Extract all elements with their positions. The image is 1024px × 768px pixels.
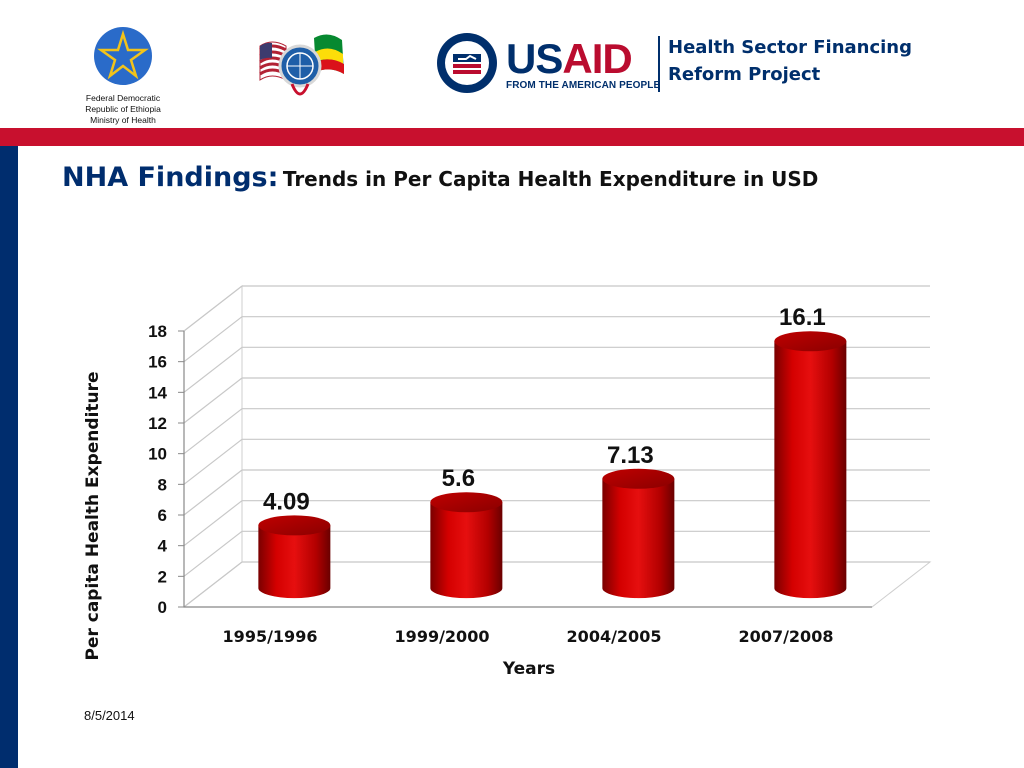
bar-body bbox=[430, 502, 503, 599]
bar-body bbox=[774, 341, 847, 599]
bar bbox=[602, 468, 675, 599]
y-tick-label: 6 bbox=[158, 506, 167, 525]
y-tick-label: 10 bbox=[148, 445, 167, 464]
gridline-depth bbox=[183, 408, 243, 455]
project-name: Health Sector Financing Reform Project bbox=[668, 34, 948, 88]
moh-line-1: Federal Democratic bbox=[85, 93, 161, 103]
y-tick-label: 16 bbox=[148, 353, 167, 372]
moh-line-3: Ministry of Health bbox=[90, 115, 156, 125]
gridline-depth bbox=[183, 438, 243, 485]
bar-top bbox=[258, 515, 331, 536]
gridline-depth bbox=[183, 285, 243, 332]
ethiopia-emblem-icon bbox=[94, 27, 152, 85]
flags-logo bbox=[259, 34, 344, 96]
bar-body bbox=[602, 478, 675, 599]
usaid-tagline: FROM THE AMERICAN PEOPLE bbox=[506, 80, 661, 91]
project-line-2: Reform Project bbox=[668, 64, 821, 85]
y-tick-label: 18 bbox=[148, 322, 167, 341]
gridline-depth bbox=[183, 530, 243, 577]
x-axis-label: Years bbox=[502, 659, 555, 679]
gridline-depth bbox=[183, 346, 243, 393]
left-blue-band bbox=[0, 146, 18, 768]
usaid-wordmark: USAID bbox=[506, 35, 633, 82]
moh-logo: Federal Democratic Republic of Ethiopia … bbox=[78, 26, 168, 126]
y-tick-label: 4 bbox=[158, 537, 168, 556]
bar bbox=[774, 331, 847, 599]
project-line-1: Health Sector Financing bbox=[668, 37, 913, 58]
bar-body bbox=[258, 525, 331, 599]
y-tick-label: 8 bbox=[158, 475, 167, 494]
header-red-band bbox=[0, 128, 1024, 146]
usaid-separator bbox=[658, 36, 660, 92]
bar bbox=[258, 515, 331, 599]
gridline-depth bbox=[183, 500, 243, 547]
page-title: NHA Findings: Trends in Per Capita Healt… bbox=[62, 162, 818, 193]
bar-top bbox=[602, 468, 675, 489]
y-axis-label: Per capita Health Expenditure bbox=[83, 371, 103, 660]
gridline-depth bbox=[183, 377, 243, 424]
y-tick-label: 14 bbox=[148, 383, 167, 402]
y-tick-label: 12 bbox=[148, 414, 167, 433]
usaid-seal-icon bbox=[437, 33, 497, 93]
gridline-depth bbox=[183, 561, 243, 608]
data-label: 5.6 bbox=[442, 465, 475, 492]
x-tick-label: 1999/2000 bbox=[395, 627, 490, 646]
bar-top bbox=[430, 492, 503, 513]
x-tick-label: 2007/2008 bbox=[739, 627, 834, 646]
y-tick-label: 2 bbox=[158, 567, 167, 586]
x-tick-label: 2004/2005 bbox=[567, 627, 662, 646]
x-tick-label: 1995/1996 bbox=[223, 627, 318, 646]
y-tick-label: 0 bbox=[158, 598, 167, 617]
title-sub: Trends in Per Capita Health Expenditure … bbox=[282, 167, 819, 191]
gridline-depth bbox=[183, 469, 243, 516]
bar bbox=[430, 492, 503, 599]
gridline-depth bbox=[183, 316, 243, 363]
data-label: 16.1 bbox=[779, 304, 826, 331]
data-label: 7.13 bbox=[607, 442, 654, 469]
header bbox=[0, 0, 1024, 128]
slide-date: 8/5/2014 bbox=[84, 708, 135, 723]
title-main: NHA Findings: bbox=[62, 162, 279, 193]
data-label: 4.09 bbox=[263, 488, 310, 515]
moh-line-2: Republic of Ethiopia bbox=[85, 104, 161, 114]
bar-top bbox=[774, 331, 847, 352]
